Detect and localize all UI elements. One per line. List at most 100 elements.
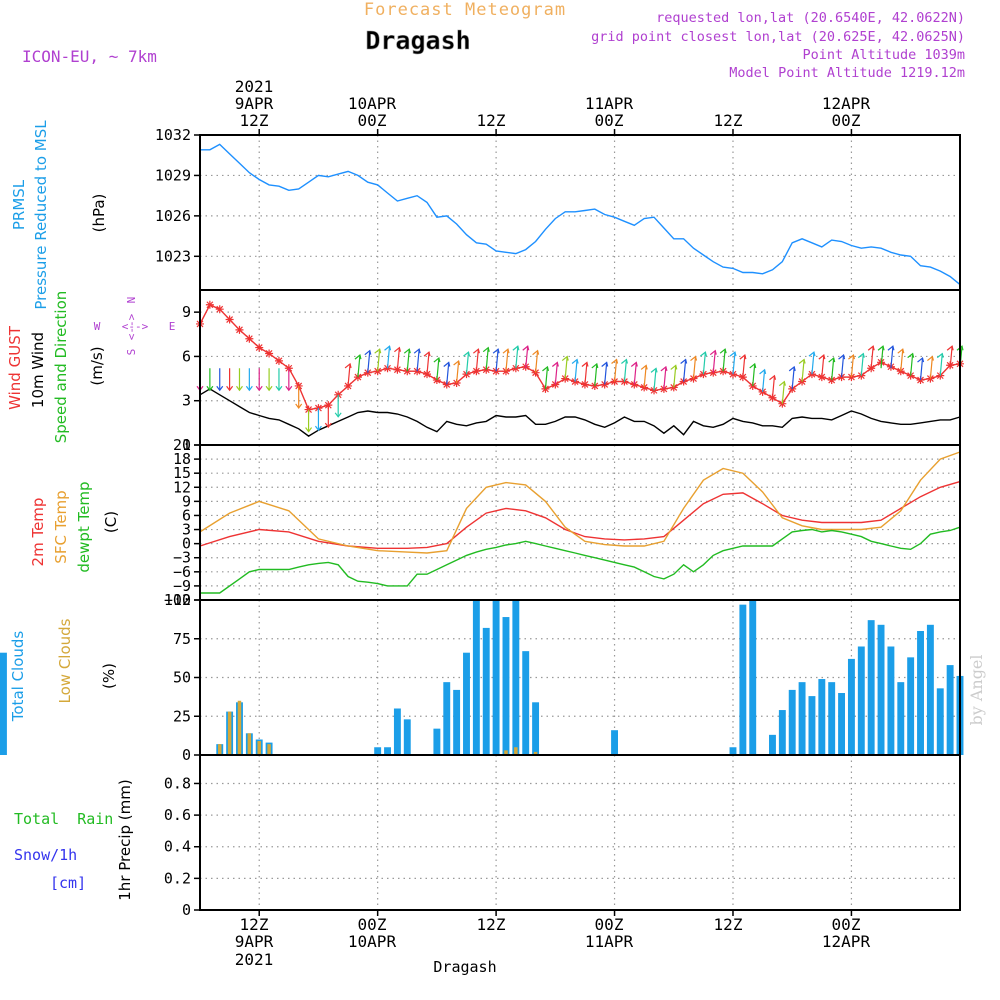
wind-arrow-15 — [347, 363, 351, 387]
wind-arrowhead-47 — [660, 365, 668, 372]
top-tick-1-line-0: 10APR — [348, 94, 397, 113]
temperature-ytick-label-8: 12 — [173, 478, 191, 496]
pressure-panel-labels: PRMSL Pressure Reduced to MSL (hPa) — [10, 120, 108, 310]
wind-arrowhead-58 — [769, 374, 777, 381]
bottom-tick-3-line-1: 11APR — [585, 932, 634, 951]
wind-arrowhead-10 — [295, 403, 303, 409]
gust-marker-2 — [215, 305, 224, 314]
total-cloud-bar-68 — [887, 646, 895, 755]
wind-arrow-55 — [742, 355, 746, 378]
bottom-tick-3-line-0: 00Z — [595, 915, 624, 934]
bottom-tick-0-line-2: 2021 — [235, 950, 274, 969]
temperature-ytick-label-4: 0 — [182, 535, 191, 553]
footer-location: Dragash — [433, 958, 496, 976]
total-cloud-bar-74 — [946, 665, 954, 755]
wind-arrowhead-64 — [828, 356, 836, 363]
bottom-tick-4-line-0: 12Z — [714, 915, 743, 934]
wind-arrow-53 — [722, 349, 726, 372]
wind-arrowhead-7 — [265, 385, 273, 392]
cloud-label-total: Total Clouds — [9, 631, 27, 723]
wind-arrow-76 — [949, 346, 953, 369]
wind-arrowhead-3 — [226, 385, 234, 392]
wind-arrowhead-74 — [927, 355, 934, 362]
total-cloud-bar-26 — [472, 600, 480, 755]
wind-label-gust: Wind GUST — [6, 325, 24, 410]
wind-arrow-32 — [515, 346, 519, 369]
wind-arrowhead-6 — [255, 385, 263, 392]
gust-marker-3 — [225, 315, 234, 324]
total-cloud-bar-73 — [936, 688, 944, 755]
plot-layer: 10231026102910320369−12−9−6−303691215182… — [0, 126, 964, 919]
wind-arrowhead-29 — [482, 346, 490, 353]
wind-arrowhead-18 — [374, 348, 382, 354]
wind-arrow-17 — [367, 350, 371, 373]
wind-arrow-20 — [396, 347, 401, 370]
wind-arrow-72 — [910, 353, 914, 376]
total-cloud-bar-52 — [729, 747, 737, 755]
top-tick-3-line-1: 00Z — [595, 111, 624, 130]
wind-arrowhead-32 — [512, 345, 520, 351]
wind-arrowhead-77 — [956, 345, 964, 351]
wind-arrowhead-33 — [522, 345, 530, 351]
clouds-ytick-label-4: 100 — [164, 591, 191, 609]
clouds-ytick-label-0: 0 — [182, 746, 191, 764]
bottom-tick-2: 12Z — [477, 915, 506, 934]
precip-ytick-label-4: 0.8 — [164, 774, 191, 792]
gust-marker-60 — [788, 384, 797, 393]
total-cloud-bar-64 — [847, 658, 855, 755]
wind-arrowhead-8 — [275, 385, 283, 392]
wind-arrow-54 — [732, 352, 736, 375]
precip-ylabel: 1hr Precip (mm) — [116, 779, 134, 900]
top-tick-0: 2021 9APR 12Z — [235, 77, 274, 130]
top-time-axis: 2021 9APR 12Z 10APR 00Z 12Z 11APR 00Z 12… — [235, 77, 871, 130]
low-cloud-bar-32 — [533, 751, 538, 755]
wind-arrow-30 — [495, 349, 499, 372]
watermark: by Angel — [967, 654, 986, 725]
wind-arrow-64 — [831, 357, 835, 381]
wind-arrowhead-24 — [433, 356, 441, 363]
wind-arrowhead-14 — [334, 412, 342, 418]
wind-arrow-26 — [456, 360, 460, 384]
wind-arrow-71 — [900, 349, 904, 372]
temperature-series-2 — [200, 526, 961, 594]
cloud-panel-labels: Total Clouds Low Clouds (%) — [9, 618, 118, 722]
gust-marker-51 — [699, 370, 708, 379]
wind-arrowhead-45 — [640, 364, 648, 370]
bottom-tick-3: 00Z 11APR — [585, 915, 634, 951]
wind-arrow-23 — [426, 352, 430, 375]
wind-arrow-33 — [525, 346, 529, 369]
gust-marker-48 — [669, 383, 678, 392]
total-cloud-bar-69 — [897, 682, 905, 755]
gust-marker-62 — [807, 370, 816, 379]
gust-marker-1 — [205, 300, 214, 309]
pressure-label-prmsl: PRMSL — [10, 179, 28, 230]
total-cloud-bar-27 — [482, 627, 490, 755]
low-cloud-bar-30 — [514, 747, 518, 755]
wind-arrow-25 — [446, 362, 450, 385]
wind-arrowhead-46 — [650, 367, 658, 373]
wind-arrowhead-48 — [670, 364, 678, 370]
gust-marker-7 — [265, 349, 274, 358]
gust-marker-64 — [827, 376, 836, 385]
gust-marker-10 — [294, 381, 303, 390]
wind-arrowhead-2 — [216, 385, 224, 392]
temperature-ytick-label-10: 18 — [173, 450, 191, 468]
total-cloud-bar-40 — [611, 730, 618, 755]
gust-marker-52 — [709, 368, 718, 377]
total-cloud-bar-25 — [463, 652, 470, 755]
wind-arrowhead-49 — [680, 358, 688, 364]
gust-marker-38 — [571, 377, 580, 386]
total-cloud-bar-19 — [403, 719, 411, 755]
wind-arrowhead-50 — [690, 355, 698, 362]
wind-arrowhead-76 — [946, 345, 954, 351]
wind-arrow-29 — [485, 347, 489, 370]
wind-arrow-70 — [890, 346, 894, 369]
total-cloud-bar-54 — [749, 600, 757, 755]
gust-marker-49 — [679, 377, 688, 386]
wind-arrowhead-56 — [749, 362, 757, 369]
wind-label-10m: 10m Wind — [29, 332, 47, 408]
clouds-ytick-label-3: 75 — [173, 630, 191, 648]
total-cloud-bar-18 — [393, 708, 401, 755]
total-cloud-bar-28 — [492, 600, 500, 755]
wind-arrow-52 — [712, 350, 716, 373]
